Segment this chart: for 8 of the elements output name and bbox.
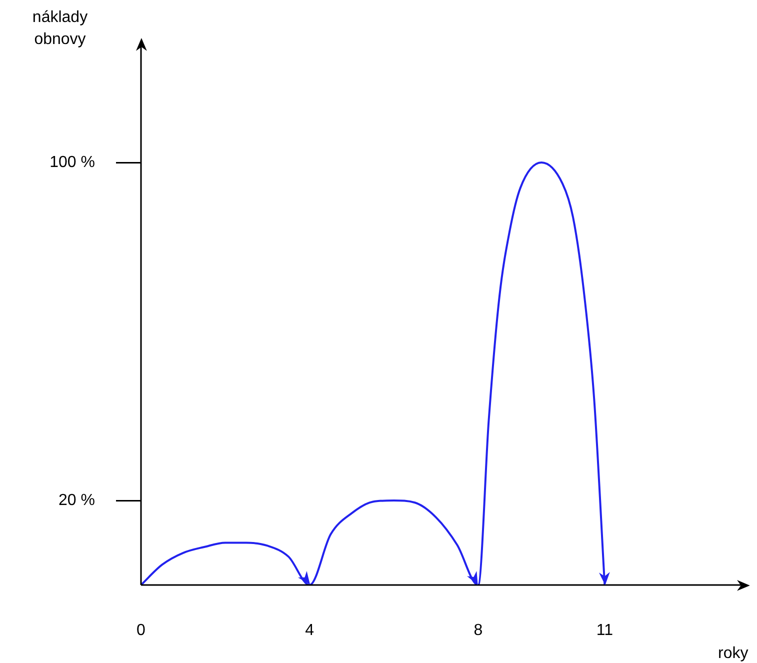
y-tick-label: 20 % — [58, 492, 95, 509]
x-tick-label: 8 — [474, 622, 483, 640]
x-tick-label: 11 — [596, 622, 614, 640]
x-axis-title: roky — [718, 645, 748, 662]
x-tick-label: 4 — [305, 622, 314, 640]
y-tick-label: 100 % — [50, 154, 95, 171]
x-tick-label: 0 — [136, 622, 146, 640]
y-axis-title: náklady obnovy — [32, 9, 88, 48]
